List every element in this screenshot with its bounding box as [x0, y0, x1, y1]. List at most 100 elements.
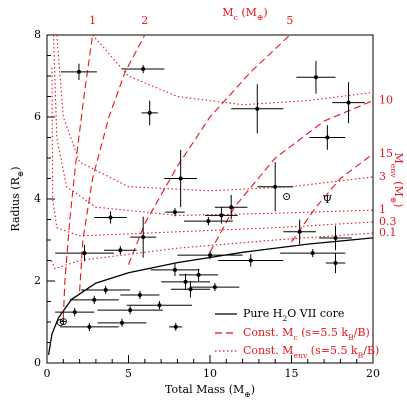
curve-label: 5 [286, 14, 293, 27]
y-axis-label-part: Radius (R [9, 176, 22, 231]
y-tick-label: 0 [34, 356, 41, 369]
planet-point [333, 235, 338, 240]
legend-label-part: (s=5.5 k [307, 344, 358, 357]
legend-label-part: B [358, 351, 364, 360]
planet-point [183, 279, 188, 284]
legend-label: Const. Menv (s=5.5 kB/B) [243, 344, 379, 360]
top-axis-label-part: c [234, 13, 238, 22]
legend-label-part: O VII core [287, 307, 344, 320]
const-menv-curve [50, 232, 374, 270]
planet-point [255, 106, 260, 111]
curve-label: 3 [379, 170, 386, 183]
curve-label: 10 [379, 94, 393, 107]
planet-point [157, 303, 162, 308]
planet-point [188, 287, 193, 292]
legend-label: Pure H2O VII core [243, 307, 344, 323]
planet-point [297, 229, 302, 234]
legend-label-part: c [293, 333, 297, 342]
right-axis-label: Menv (M⊕) [390, 153, 406, 208]
planet-point [119, 320, 124, 325]
planet-point [229, 205, 234, 210]
const-mc-curve [291, 153, 374, 243]
y-tick-label: 4 [34, 192, 41, 205]
legend-label: Const. Mc (s=5.5 kB/B) [243, 326, 370, 342]
right-axis-label-part: (M [392, 178, 405, 197]
const-menv-curve [56, 34, 374, 192]
planet-point [196, 272, 201, 277]
planet-point [325, 135, 330, 140]
top-axis-label-part: M [222, 6, 233, 19]
solar-system-symbol: ⊕ [59, 315, 68, 328]
right-axis-label-part: ) [392, 203, 405, 207]
planet-point [346, 100, 351, 105]
planet-point [333, 260, 338, 265]
planet-point [219, 213, 224, 218]
curve-label: 15 [379, 147, 393, 160]
curve-label: 1 [379, 203, 386, 216]
curve-label: 1 [89, 14, 96, 27]
const-mc-curve [209, 100, 374, 253]
planet-point [92, 297, 97, 302]
top-axis-label-part: ) [263, 6, 267, 19]
planet-point [141, 67, 146, 72]
solar-system-symbol: Ψ [323, 193, 333, 206]
legend-label-part: /B) [363, 344, 379, 357]
y-tick-label: 2 [34, 274, 41, 287]
x-tick-label: 10 [203, 367, 217, 380]
legend-label-part: Pure H [243, 307, 282, 320]
curve-label: 0.1 [379, 226, 397, 239]
const-mc-curve [62, 34, 94, 318]
planet-point [76, 69, 81, 74]
x-axis-label-part: ) [251, 383, 255, 396]
solar-system-symbol: ⊙ [282, 190, 291, 203]
x-axis-label-part: ⊕ [244, 390, 250, 399]
right-axis-label-part: env [390, 164, 399, 179]
top-axis-label-part: (M [238, 6, 257, 19]
y-axis-label: Radius (R⊕) [9, 166, 25, 231]
planet-point [212, 285, 217, 290]
planet-point [128, 308, 133, 313]
x-axis-label-part: Total Mass (M [165, 383, 244, 396]
legend-label-part: Const. M [243, 326, 293, 339]
legend-label-part: B [348, 333, 354, 342]
top-axis-label: Mc (M⊕) [222, 6, 267, 22]
x-tick-label: 0 [44, 367, 51, 380]
planet-point [72, 310, 77, 315]
planet-point [108, 215, 113, 220]
x-tick-label: 5 [125, 367, 132, 380]
planet-point [82, 251, 87, 256]
planet-point [172, 267, 177, 272]
curve-label: 0.3 [379, 215, 397, 228]
const-menv-curve [51, 67, 374, 237]
planet-point [208, 253, 212, 258]
legend-label-part: Const. M [243, 344, 293, 357]
planet-point [87, 324, 92, 329]
top-axis-label-part: ⊕ [257, 13, 263, 22]
y-tick-label: 8 [34, 28, 41, 41]
right-axis-label-part: M [392, 153, 405, 164]
right-axis-label-part: ⊕ [390, 197, 399, 203]
planet-point [173, 324, 178, 329]
const-menv-curve [92, 34, 374, 106]
planet-point [137, 292, 142, 297]
legend-label-part: env [293, 351, 308, 360]
legend-label-part: (s=5.5 k [298, 326, 349, 339]
planet-point [206, 219, 211, 224]
x-axis-label: Total Mass (M⊕) [165, 383, 255, 399]
const-menv-curve [52, 34, 374, 216]
planet-point [310, 251, 315, 256]
planet-point [178, 176, 183, 181]
const-mc-curve [127, 34, 291, 265]
y-axis-label-part: ⊕ [16, 171, 25, 177]
x-tick-label: 20 [366, 367, 380, 380]
planet-point [313, 75, 318, 80]
y-axis-label-part: ) [9, 166, 22, 170]
planet-point [118, 248, 123, 253]
legend-label-part: 2 [282, 314, 287, 323]
x-tick-label: 15 [285, 367, 299, 380]
const-mc-curve [79, 34, 146, 292]
planet-point [141, 235, 146, 240]
planet-point [103, 288, 108, 293]
